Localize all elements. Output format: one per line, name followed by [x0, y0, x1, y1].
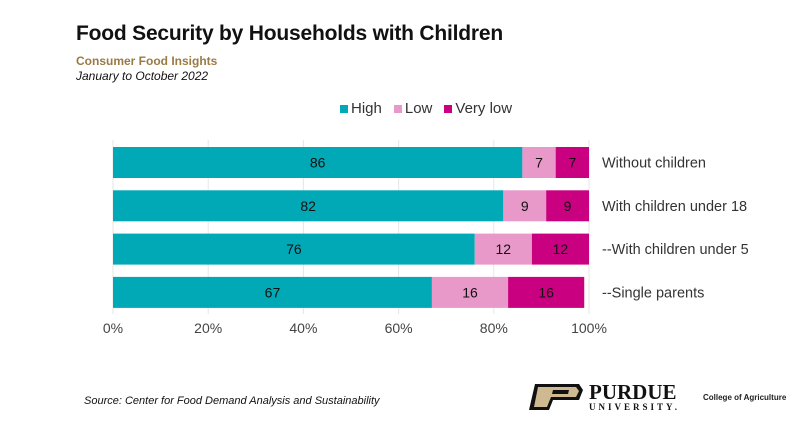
- bar-low: [522, 147, 556, 178]
- legend-item-low: Low: [393, 100, 433, 117]
- bar-high: [113, 147, 523, 178]
- bar-very-low: [508, 276, 585, 308]
- source-note: Source: Center for Food Demand Analysis …: [84, 395, 380, 407]
- category-label: --With children under 5: [602, 242, 749, 258]
- x-tick-label: 40%: [289, 320, 317, 336]
- data-label: 67: [265, 284, 281, 300]
- legend-swatch-high: [340, 104, 348, 113]
- legend-label-low: Low: [404, 100, 433, 117]
- data-label: 12: [496, 241, 512, 257]
- legend-swatch-low: [393, 104, 402, 113]
- bar-low: [503, 190, 547, 222]
- bar-chart: 0% 20% 40% 60% 80% 100% 86 7 7 Without children 82…: [103, 140, 749, 336]
- logo-wordmark: PURDUE: [589, 380, 677, 404]
- category-label: With children under 18: [602, 199, 747, 215]
- x-tick-label: 80%: [480, 320, 508, 336]
- legend: High Low Very low: [340, 100, 512, 117]
- logo-sub: UNIVERSITY.: [589, 402, 680, 412]
- legend-item-very-low: Very low: [444, 100, 512, 117]
- data-label: 7: [568, 155, 576, 171]
- category-label: Without children: [602, 156, 706, 172]
- data-label: 82: [300, 198, 316, 214]
- x-tick-label: 0%: [103, 320, 123, 336]
- data-label: 12: [553, 241, 569, 257]
- bar-low: [431, 276, 509, 308]
- bar-high: [113, 233, 475, 265]
- chart-period: January to October 2022: [76, 69, 209, 83]
- legend-label-very-low: Very low: [455, 100, 513, 117]
- bar-high: [113, 190, 504, 222]
- data-label: 9: [521, 198, 529, 214]
- data-label: 86: [310, 155, 326, 171]
- bar-high: [113, 276, 432, 308]
- purdue-logo: PURDUE UNIVERSITY.: [527, 382, 680, 412]
- bar-very-low: [546, 190, 589, 222]
- bar-very-low: [531, 233, 589, 265]
- category-label: --Single parents: [602, 285, 704, 301]
- legend-item-high: High: [340, 100, 382, 117]
- chart-subtitle: Consumer Food Insights: [76, 54, 218, 68]
- legend-swatch-very-low: [444, 104, 453, 113]
- data-label: 76: [286, 241, 302, 257]
- x-tick-label: 20%: [194, 320, 222, 336]
- bar-low: [474, 233, 532, 265]
- purdue-p-icon: [529, 384, 583, 410]
- data-label: 7: [535, 155, 543, 171]
- data-label: 16: [462, 284, 478, 300]
- x-tick-label: 60%: [385, 320, 413, 336]
- x-tick-label: 100%: [571, 320, 607, 336]
- bar-very-low: [555, 147, 589, 178]
- legend-label-high: High: [351, 100, 382, 117]
- data-label: 16: [538, 284, 554, 300]
- chart-title: Food Security by Households with Childre…: [76, 22, 503, 45]
- college-name: College of Agriculture: [703, 393, 787, 402]
- data-label: 9: [564, 198, 572, 214]
